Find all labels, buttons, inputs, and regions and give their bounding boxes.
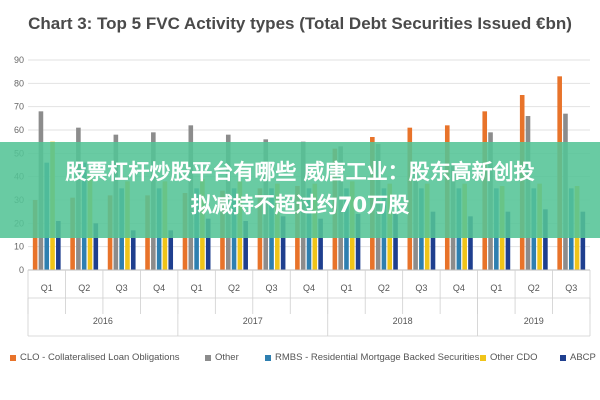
y-tick-label: 0 [19, 265, 24, 275]
legend-item: RMBS - Residential Mortgage Backed Secur… [265, 352, 479, 363]
legend-label: Other [215, 352, 239, 363]
x-tick-label: Q2 [528, 283, 540, 293]
bar-5-6 [243, 221, 248, 270]
legend-swatch [560, 354, 566, 361]
x-tick-label: Q3 [116, 283, 128, 293]
legend-item: ABCP [560, 352, 596, 363]
y-tick-label: 90 [14, 55, 24, 65]
x-tick-label: Q1 [41, 283, 53, 293]
legend-swatch [10, 354, 16, 361]
year-label: 2018 [393, 316, 413, 326]
legend-label: ABCP [570, 352, 596, 363]
bar-5-5 [205, 218, 211, 270]
y-tick-label: 60 [14, 125, 24, 135]
x-tick-label: Q3 [266, 283, 278, 293]
bar-5-3 [130, 230, 136, 270]
y-tick-label: 70 [14, 102, 24, 112]
bar-5-12 [468, 216, 473, 270]
legend-label: RMBS - Residential Mortgage Backed Secur… [275, 352, 480, 363]
year-label: 2017 [243, 316, 263, 326]
overlay-headline-line-2[interactable]: 拟减持不超过约70万股 [190, 193, 410, 217]
legend-swatch [265, 354, 271, 361]
chart-title: Chart 3: Top 5 FVC Activity types (Total… [28, 14, 572, 33]
x-tick-label: Q2 [378, 283, 390, 293]
bar-5-1 [56, 221, 61, 270]
bar-5-7 [280, 216, 286, 270]
bar-5-8 [318, 218, 323, 270]
bar-5-11 [430, 211, 436, 270]
y-tick-label: 10 [14, 242, 24, 252]
bar-5-10 [393, 214, 398, 270]
x-tick-label: Q4 [303, 283, 315, 293]
legend-label: CLO - Collateralised Loan Obligations [20, 352, 180, 363]
overlay-banner[interactable] [0, 142, 600, 238]
x-tick-label: Q4 [453, 283, 465, 293]
bar-5-9 [355, 214, 361, 270]
legend-swatch [205, 354, 211, 361]
chart-legend: CLO - Collateralised Loan Obligations Oth… [10, 352, 596, 370]
overlay-headline-line-1[interactable]: 股票杠杆炒股平台有哪些 威唐工业：股东高新创投 [65, 160, 535, 184]
x-tick-label: Q2 [78, 283, 90, 293]
x-tick-label: Q1 [191, 283, 203, 293]
overlay-headline[interactable]: 股票杠杆炒股平台有哪些 威唐工业：股东高新创投 拟减持不超过约70万股 [8, 156, 592, 222]
bar-5-4 [168, 230, 174, 270]
legend-swatch [480, 354, 486, 361]
year-label: 2016 [93, 316, 113, 326]
bar-5-15 [580, 211, 586, 270]
x-tick-label: Q4 [153, 283, 165, 293]
legend-item: Other [205, 352, 239, 363]
bar-5-2 [93, 223, 99, 270]
bar-5-14 [543, 209, 548, 270]
x-tick-label: Q3 [415, 283, 427, 293]
bar-5-13 [505, 211, 511, 270]
x-tick-label: Q3 [565, 283, 577, 293]
year-label: 2019 [524, 316, 544, 326]
legend-item: Other CDO [480, 352, 538, 363]
x-tick-label: Q1 [340, 283, 352, 293]
x-tick-label: Q2 [228, 283, 240, 293]
legend-label: Other CDO [490, 352, 538, 363]
legend-item: CLO - Collateralised Loan Obligations [10, 352, 179, 363]
x-tick-label: Q1 [490, 283, 502, 293]
y-tick-label: 80 [14, 78, 24, 88]
